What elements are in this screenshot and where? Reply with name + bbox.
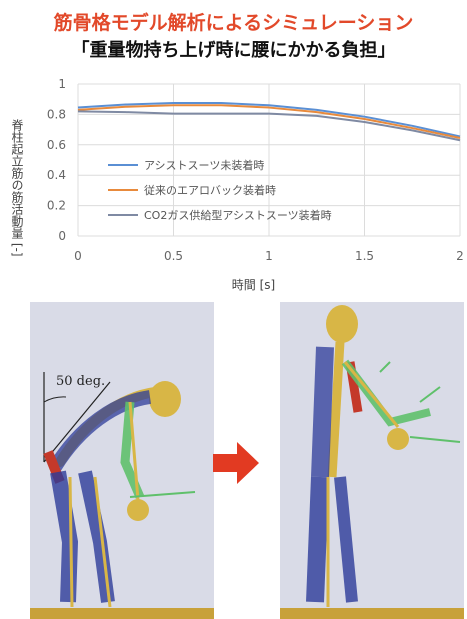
- chart-title: 筋骨格モデル解析によるシミュレーション: [53, 12, 414, 34]
- legend-swatch: [108, 213, 138, 216]
- angle-label: 50 deg.: [56, 374, 106, 389]
- arm-bone: [128, 401, 140, 501]
- line-chart: 0 0.2 0.4 0.6 0.8 1 0 0.5 1 1.5 2: [47, 77, 464, 263]
- series-line-2: [77, 104, 461, 139]
- y-tick-label: 1: [58, 77, 66, 91]
- y-axis-label: 脊柱起立筋の筋活動量 [-]: [10, 119, 24, 257]
- force-vector-2: [419, 386, 441, 403]
- x-axis-label: 時間 [s]: [231, 278, 276, 292]
- x-tick-label: 1: [265, 249, 273, 263]
- floor-plate: [30, 608, 214, 619]
- force-vector-1: [379, 361, 391, 373]
- leg-muscles-back: [50, 470, 79, 603]
- y-tick-label: 0.2: [47, 199, 66, 213]
- series-line-3: [77, 110, 461, 142]
- bent-posture-figure: [30, 372, 214, 619]
- spine-bone: [327, 341, 345, 478]
- skull: [149, 381, 181, 417]
- angle-arc: [43, 396, 67, 403]
- series-line-1: [77, 102, 461, 138]
- x-tick-label: 1.5: [355, 249, 374, 263]
- legend-label: 従来のエアロバック装着時: [144, 183, 276, 197]
- y-tick-label: 0.6: [47, 138, 66, 152]
- legend-item-no-suit: アシストスーツ未装着時: [108, 152, 332, 177]
- load-weight: [387, 428, 409, 450]
- legend-swatch: [108, 188, 138, 191]
- back-muscles: [311, 346, 334, 478]
- angle-reference-line: [43, 381, 111, 463]
- force-vector: [129, 491, 196, 498]
- musculoskeletal-model-bent: [30, 302, 214, 619]
- arm-bone: [343, 361, 400, 428]
- leg-muscles-front: [78, 470, 115, 603]
- legend-item-co2-suit: CO2ガス供給型アシストスーツ装着時: [108, 202, 332, 227]
- y-tick-labels: 0 0.2 0.4 0.6 0.8 1: [47, 77, 66, 243]
- y-tick-label: 0.8: [47, 107, 66, 121]
- leg-bone-2: [93, 476, 112, 608]
- legend-swatch: [108, 163, 138, 166]
- leg-muscles: [306, 476, 329, 603]
- force-vector-3: [409, 436, 461, 443]
- y-tick-label: 0.4: [47, 168, 66, 182]
- arm-muscles: [120, 401, 145, 499]
- x-tick-label: 0.5: [164, 249, 183, 263]
- musculoskeletal-model-upright: [280, 302, 464, 619]
- floor-plate: [280, 608, 464, 619]
- chart-legend: アシストスーツ未装着時 従来のエアロバック装着時 CO2ガス供給型アシストスーツ…: [108, 152, 332, 227]
- x-tick-label: 0: [74, 249, 82, 263]
- x-tick-label: 2: [456, 249, 464, 263]
- x-tick-labels: 0 0.5 1 1.5 2: [74, 249, 464, 263]
- chart-subtitle: 「重量物持ち上げ時に腰にかかる負担」: [71, 40, 396, 61]
- leg-bone-1: [68, 476, 74, 608]
- upright-posture-figure: [280, 305, 464, 619]
- chart-series: [77, 102, 461, 142]
- legend-item-aerobag: 従来のエアロバック装着時: [108, 177, 332, 202]
- legend-label: アシストスーツ未装着時: [144, 158, 265, 172]
- skull: [326, 305, 358, 343]
- back-muscles: [49, 390, 152, 471]
- transition-arrow-icon: [213, 442, 259, 484]
- leg-muscles-front: [334, 476, 358, 603]
- legend-label: CO2ガス供給型アシストスーツ装着時: [144, 208, 332, 222]
- load-weight: [127, 499, 149, 521]
- y-tick-label: 0: [58, 229, 66, 243]
